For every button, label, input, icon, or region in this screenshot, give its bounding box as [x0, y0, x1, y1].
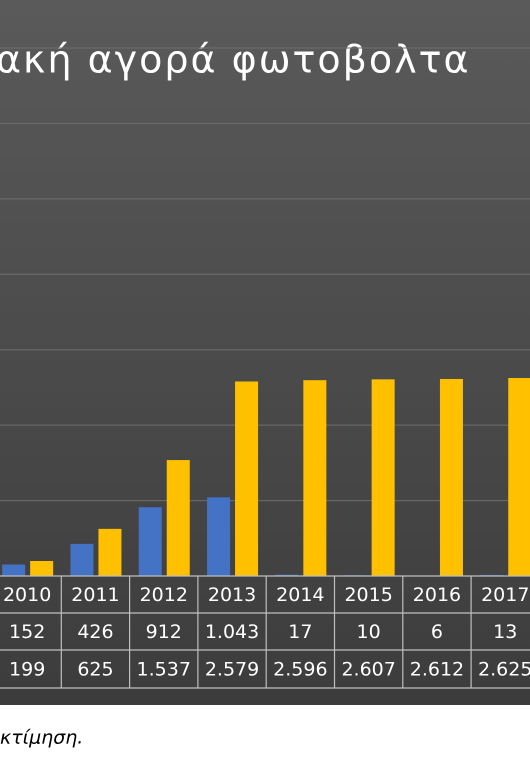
table-value: 1.537: [137, 659, 191, 681]
x-tick-label: 2013: [208, 584, 256, 606]
table-value: 10: [357, 621, 381, 643]
table-value: 2.612: [410, 659, 464, 681]
bar: [235, 381, 259, 576]
bar: [98, 528, 122, 576]
bar: [371, 379, 395, 576]
bar: [207, 497, 231, 576]
x-tick-label: 2016: [413, 584, 461, 606]
table-value: 2.596: [273, 659, 327, 681]
bar: [275, 574, 299, 576]
x-tick-label: 2015: [344, 584, 392, 606]
x-tick-label: 2014: [276, 584, 324, 606]
table-value: 2.625: [478, 659, 530, 681]
x-tick-label: 2010: [3, 584, 51, 606]
table-value: 152: [9, 621, 45, 643]
footnote: κτίμηση.: [0, 727, 83, 749]
bar: [303, 380, 327, 576]
table-value: 1.043: [205, 621, 259, 643]
bar: [2, 564, 26, 576]
bar: [70, 543, 94, 576]
bar: [138, 507, 162, 576]
bar: [508, 378, 530, 576]
table-value: 2.607: [341, 659, 395, 681]
x-tick-label: 2011: [71, 584, 119, 606]
table-value: 912: [146, 621, 182, 643]
table-value: 6: [431, 621, 443, 643]
x-tick-label: 2012: [140, 584, 188, 606]
table-value: 199: [9, 659, 45, 681]
chart-background: [0, 0, 530, 705]
table-value: 13: [493, 621, 517, 643]
table-value: 17: [288, 621, 312, 643]
x-tick-label: 2017: [481, 584, 529, 606]
bar: [166, 460, 190, 576]
table-value: 625: [77, 659, 113, 681]
table-value: 2.579: [205, 659, 259, 681]
bar: [30, 560, 54, 576]
chart-title: ακή αγορά φωτοβολτα: [0, 38, 471, 82]
bar: [439, 378, 463, 576]
table-value: 426: [77, 621, 113, 643]
